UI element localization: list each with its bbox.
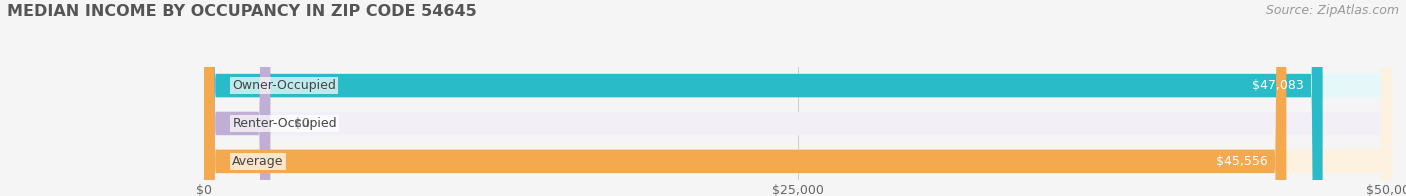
Text: Source: ZipAtlas.com: Source: ZipAtlas.com	[1265, 4, 1399, 17]
FancyBboxPatch shape	[204, 0, 270, 196]
Text: $45,556: $45,556	[1216, 155, 1267, 168]
Text: MEDIAN INCOME BY OCCUPANCY IN ZIP CODE 54645: MEDIAN INCOME BY OCCUPANCY IN ZIP CODE 5…	[7, 4, 477, 19]
FancyBboxPatch shape	[204, 0, 1323, 196]
Text: Average: Average	[232, 155, 284, 168]
FancyBboxPatch shape	[204, 0, 1392, 196]
Text: Owner-Occupied: Owner-Occupied	[232, 79, 336, 92]
Text: $0: $0	[294, 117, 311, 130]
FancyBboxPatch shape	[204, 0, 1392, 196]
Text: $47,083: $47,083	[1251, 79, 1303, 92]
FancyBboxPatch shape	[204, 0, 1392, 196]
Text: Renter-Occupied: Renter-Occupied	[232, 117, 337, 130]
FancyBboxPatch shape	[204, 0, 1286, 196]
